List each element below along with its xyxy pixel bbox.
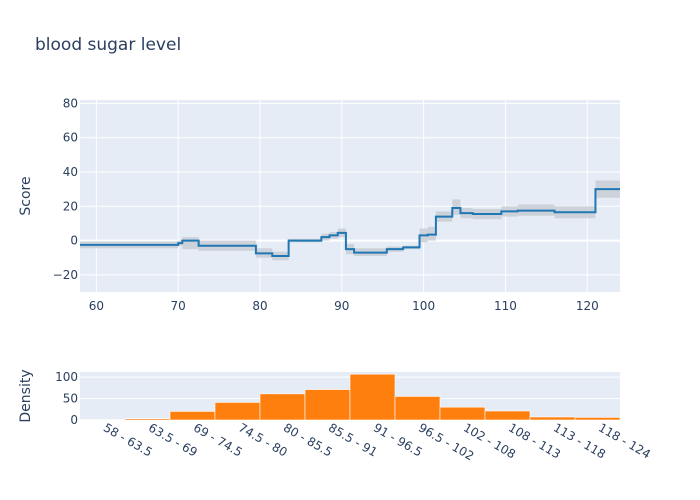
density-bar [439, 406, 486, 421]
x-tick-label: 70 [171, 299, 186, 313]
top-y-tick-labels: −20 0 20 40 60 80 [53, 96, 78, 281]
density-bar [304, 389, 351, 421]
density-bars [79, 373, 621, 421]
x-tick-label: 100 [412, 299, 435, 313]
density-bar [574, 417, 621, 421]
density-bar [169, 411, 216, 421]
score-step-line [80, 188, 620, 257]
density-bar [529, 416, 576, 421]
bin-tick-label: 69 - 74.5 [191, 420, 245, 459]
y-tick-label: −20 [53, 268, 78, 282]
top-plot-background [80, 100, 620, 292]
y-tick-label: 50 [63, 392, 78, 406]
x-tick-label: 90 [334, 299, 349, 313]
x-tick-label: 120 [576, 299, 599, 313]
y-tick-label: 60 [63, 131, 78, 145]
bottom-y-axis-title: Density [18, 369, 34, 422]
bin-tick-label: 58 - 63.5 [101, 420, 155, 459]
x-tick-label: 110 [494, 299, 517, 313]
chart-title: blood sugar level [35, 35, 181, 55]
confidence-band [182, 237, 199, 250]
y-tick-label: 20 [63, 199, 78, 213]
bin-tick-label: 91 - 96.5 [371, 420, 425, 459]
y-tick-label: 0 [70, 234, 78, 248]
density-bar [259, 393, 306, 421]
density-bar [124, 418, 171, 421]
bottom-y-tick-labels: 0 50 100 [55, 370, 78, 427]
bin-tick-label: 85.5 - 91 [326, 420, 380, 459]
bin-tick-label: 74.5 - 80 [236, 420, 290, 459]
y-tick-label: 80 [63, 96, 78, 110]
y-tick-label: 100 [55, 370, 78, 384]
top-y-axis-title: Score [18, 176, 34, 215]
y-tick-label: 0 [70, 413, 78, 427]
bin-tick-label: 80 - 85.5 [281, 420, 335, 459]
x-tick-label: 60 [89, 299, 104, 313]
x-tick-label: 80 [252, 299, 267, 313]
y-tick-label: 40 [63, 165, 78, 179]
density-bar [214, 402, 261, 421]
density-bar [349, 373, 396, 421]
top-x-tick-labels: 60 70 80 90 100 110 120 [89, 299, 599, 313]
bin-tick-label: 63.5 - 69 [146, 420, 200, 459]
density-bar [394, 396, 441, 421]
density-bar [484, 410, 531, 421]
